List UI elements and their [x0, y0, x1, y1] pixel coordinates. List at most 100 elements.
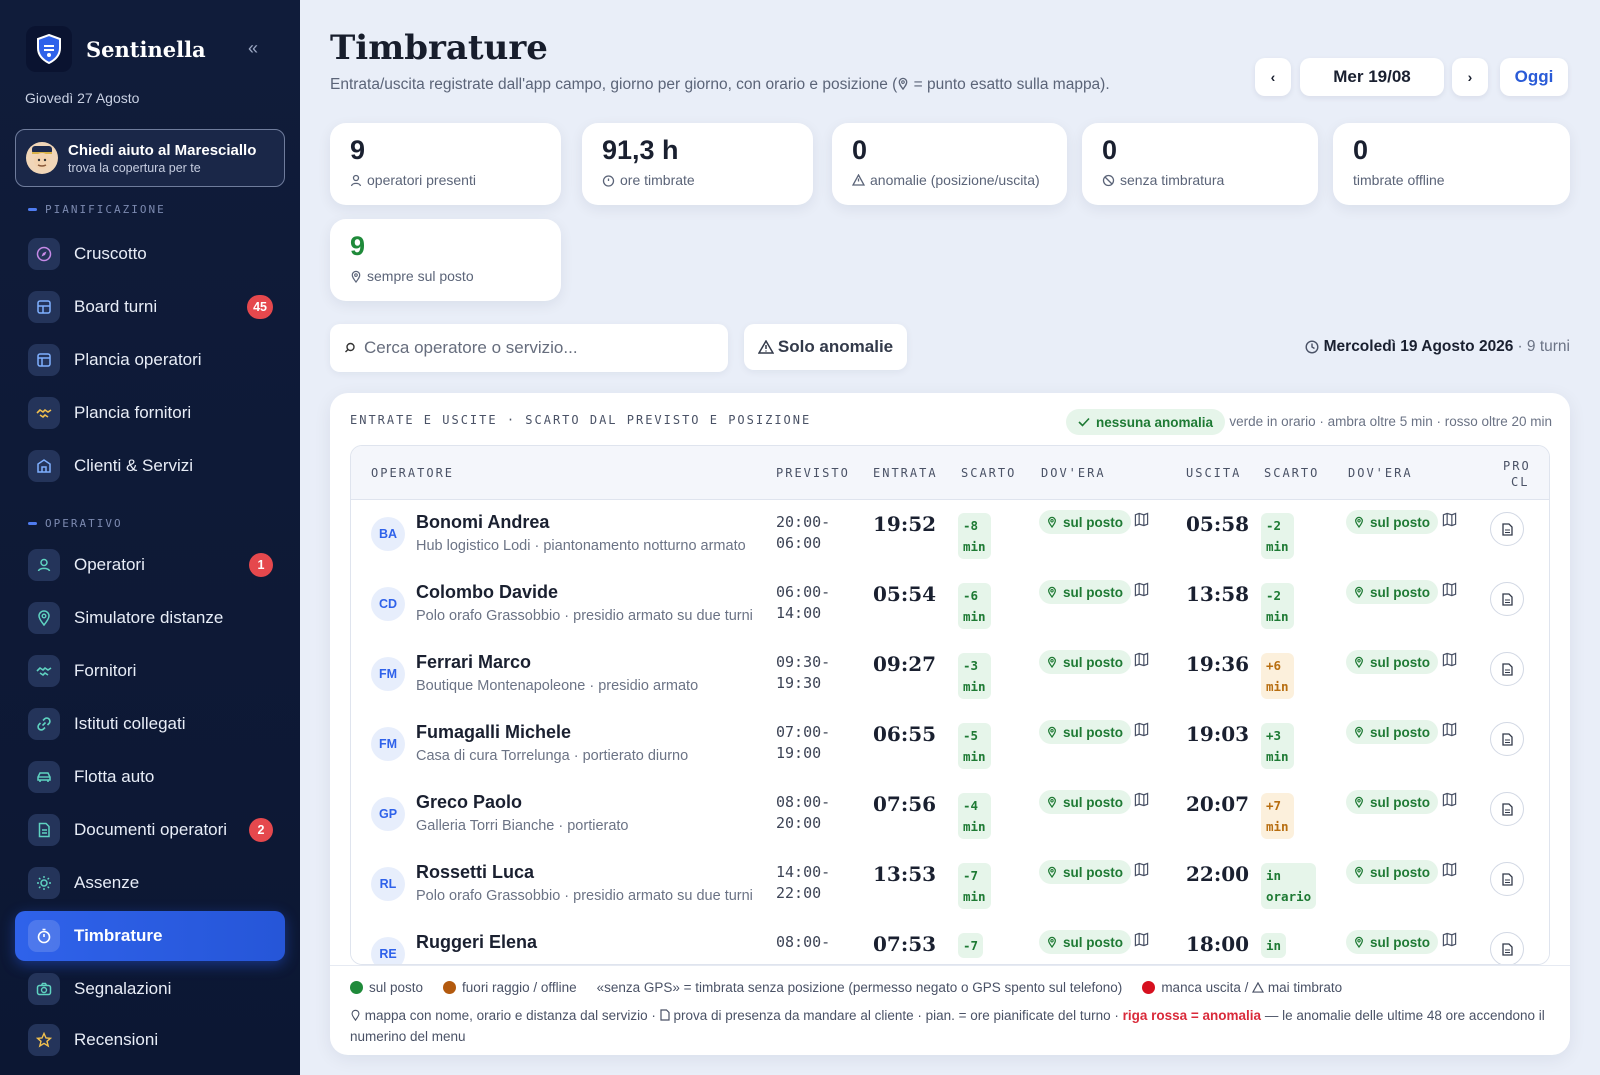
link-icon: [28, 708, 60, 740]
operator-name[interactable]: Rossetti Luca: [416, 862, 535, 882]
map-icon[interactable]: [1442, 792, 1457, 812]
sidebar-item-cruscotto[interactable]: Cruscotto: [15, 229, 285, 279]
sidebar-item-plancia-fornitori[interactable]: Plancia fornitori: [15, 388, 285, 438]
map-icon[interactable]: [1134, 652, 1149, 672]
next-day-button[interactable]: ›: [1452, 58, 1488, 96]
sidebar-item-operatori[interactable]: Operatori 1: [15, 540, 285, 590]
previous-day-button[interactable]: ‹: [1255, 58, 1291, 96]
planned-end: 06:00: [776, 534, 822, 552]
map-icon[interactable]: [1442, 932, 1457, 952]
collapse-sidebar-icon[interactable]: «: [248, 38, 259, 58]
proof-document-button[interactable]: [1490, 862, 1524, 896]
map-icon[interactable]: [1442, 512, 1457, 532]
proof-document-button[interactable]: [1490, 652, 1524, 686]
sidebar-item-fornitori[interactable]: Fornitori: [15, 646, 285, 696]
only-anomalies-button[interactable]: Solo anomalie: [744, 324, 907, 370]
sidebar-item-assenze[interactable]: Assenze: [15, 858, 285, 908]
sidebar-item-segnalazioni[interactable]: Segnalazioni: [15, 964, 285, 1014]
brand[interactable]: Sentinella: [26, 26, 206, 72]
operator-avatar: RE: [371, 937, 405, 964]
today-button[interactable]: Oggi: [1500, 58, 1568, 96]
sidebar-item-flotta-auto[interactable]: Flotta auto: [15, 752, 285, 802]
map-pin-icon: [1355, 516, 1363, 528]
entry-location-badge[interactable]: sul posto: [1039, 930, 1131, 954]
sidebar-item-documenti-operatori[interactable]: Documenti operatori 2: [15, 805, 285, 855]
search-input[interactable]: [364, 338, 704, 358]
panel-title: ENTRATE E USCITE · SCARTO DAL PREVISTO E…: [350, 413, 812, 427]
sidebar-item-simulatore-distanze[interactable]: Simulatore distanze: [15, 593, 285, 643]
exit-delta-badge: -2 min: [1261, 583, 1294, 629]
col-where-in: DOV'ERA: [1041, 466, 1106, 480]
legend-map-note: mappa con nome, orario e distanza dal se…: [364, 1008, 656, 1023]
proof-document-button[interactable]: [1490, 722, 1524, 756]
operator-name[interactable]: Colombo Davide: [416, 582, 559, 602]
proof-document-button[interactable]: [1490, 582, 1524, 616]
exit-location-badge[interactable]: sul posto: [1346, 650, 1438, 674]
entry-location-badge[interactable]: sul posto: [1039, 580, 1131, 604]
location-label: sul posto: [1370, 724, 1430, 740]
sidebar-item-istituti-collegati[interactable]: Istituti collegati: [15, 699, 285, 749]
operator-name[interactable]: Fumagalli Michele: [416, 722, 572, 742]
date-picker[interactable]: Mer 19/08: [1300, 58, 1444, 96]
operator-service: Casa di cura Torrelunga · portierato diu…: [416, 748, 689, 764]
entry-location-badge[interactable]: sul posto: [1039, 790, 1131, 814]
map-icon[interactable]: [1134, 582, 1149, 602]
table-row[interactable]: BA Bonomi Andrea Hub logistico Lodi · pian…: [351, 500, 1549, 571]
table-row[interactable]: FM Fumagalli Michele Casa di cura Torrelun…: [351, 710, 1549, 781]
user-icon: [28, 549, 60, 581]
table-row[interactable]: FM Ferrari Marco Boutique Montenapoleone ·…: [351, 640, 1549, 711]
planned-end: 22:00: [776, 884, 822, 902]
search-field[interactable]: [330, 324, 728, 372]
entry-location-badge[interactable]: sul posto: [1039, 650, 1131, 674]
sidebar-item-label: Cruscotto: [74, 244, 147, 263]
exit-location-badge[interactable]: sul posto: [1346, 580, 1438, 604]
table-row[interactable]: CD Colombo Davide Polo orafo Grassobbio · …: [351, 570, 1549, 641]
entry-location-badge[interactable]: sul posto: [1039, 860, 1131, 884]
map-icon[interactable]: [1134, 512, 1149, 532]
map-icon[interactable]: [1134, 932, 1149, 952]
location-label: sul posto: [1063, 864, 1123, 880]
notification-badge: 2: [249, 818, 273, 842]
exit-location-badge[interactable]: sul posto: [1346, 720, 1438, 744]
document-icon: [1501, 942, 1513, 956]
operator-name[interactable]: Ruggeri Elena: [416, 932, 538, 952]
table-row[interactable]: GP Greco Paolo Galleria Torri Bianche · po…: [351, 780, 1549, 851]
exit-location-badge[interactable]: sul posto: [1346, 510, 1438, 534]
map-icon[interactable]: [1442, 722, 1457, 742]
stat-card-no-clocking: 0 senza timbratura: [1082, 123, 1318, 205]
page-subtitle: Entrata/uscita registrate dall'app campo…: [330, 76, 1110, 94]
map-icon[interactable]: [1134, 722, 1149, 742]
proof-document-button[interactable]: [1490, 932, 1524, 964]
entry-location-badge[interactable]: sul posto: [1039, 720, 1131, 744]
proof-document-button[interactable]: [1490, 512, 1524, 546]
sidebar-item-clienti-servizi[interactable]: Clienti & Servizi: [15, 441, 285, 491]
operator-name[interactable]: Bonomi Andrea: [416, 512, 550, 532]
sidebar-item-plancia-operatori[interactable]: Plancia operatori: [15, 335, 285, 385]
sidebar-item-recensioni[interactable]: Recensioni: [15, 1017, 285, 1063]
sidebar-item-label: Assenze: [74, 873, 140, 892]
proof-document-button[interactable]: [1490, 792, 1524, 826]
map-icon[interactable]: [1442, 582, 1457, 602]
location-label: sul posto: [1370, 514, 1430, 530]
sidebar-item-board-turni[interactable]: Board turni 45: [15, 282, 285, 332]
help-assistant-card[interactable]: Chiedi aiuto al Maresciallo trova la cop…: [15, 129, 285, 187]
map-icon[interactable]: [1442, 652, 1457, 672]
operator-name[interactable]: Greco Paolo: [416, 792, 523, 812]
exit-location-badge[interactable]: sul posto: [1346, 860, 1438, 884]
sidebar-item-timbrature[interactable]: Timbrature: [15, 911, 285, 961]
exit-location-badge[interactable]: sul posto: [1346, 930, 1438, 954]
delta-value: +7: [1266, 798, 1282, 813]
table-row[interactable]: RL Rossetti Luca Polo orafo Grassobbio · p…: [351, 850, 1549, 921]
stat-value: 9: [350, 231, 366, 261]
operator-name[interactable]: Ferrari Marco: [416, 652, 532, 672]
exit-location-badge[interactable]: sul posto: [1346, 790, 1438, 814]
map-icon[interactable]: [1442, 862, 1457, 882]
table-row[interactable]: RE Ruggeri Elena 08:00- 07:53 -7 sul posto 18:…: [351, 920, 1549, 964]
page-title: Timbrature: [330, 28, 548, 68]
map-icon[interactable]: [1134, 862, 1149, 882]
entry-location-badge[interactable]: sul posto: [1039, 510, 1131, 534]
operator-avatar: CD: [371, 587, 405, 621]
warning-icon: [757, 340, 774, 354]
exit-time: 22:00: [1186, 862, 1250, 886]
map-icon[interactable]: [1134, 792, 1149, 812]
